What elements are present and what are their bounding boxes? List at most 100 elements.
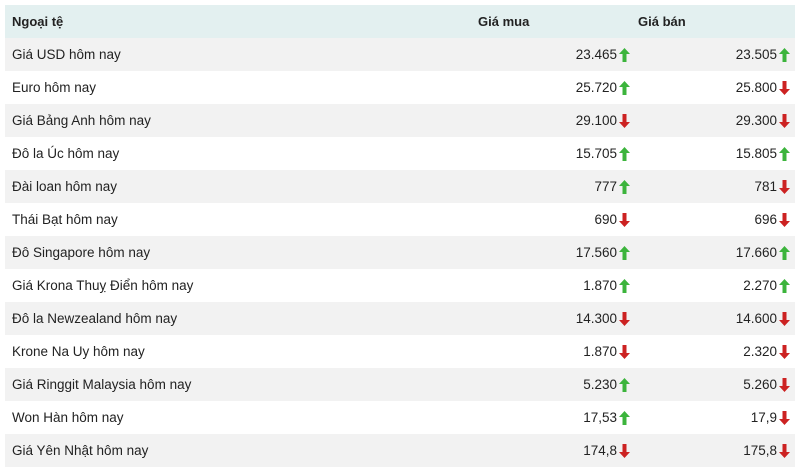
table-header: Ngoại tệ Giá mua Giá bán: [5, 5, 795, 38]
buy-value: 1.870: [583, 278, 617, 293]
sell-value: 29.300: [735, 113, 777, 128]
arrow-up-icon: [619, 47, 630, 62]
arrow-down-icon: [779, 311, 790, 326]
table-row: Đô la Úc hôm nay 15.705 15.805: [5, 137, 795, 170]
currency-name: Đô Singapore hôm nay: [12, 245, 151, 260]
buy-value: 14.300: [575, 311, 617, 326]
currency-name: Thái Bạt hôm nay: [12, 212, 118, 227]
arrow-down-icon: [779, 443, 790, 458]
currency-name: Krone Na Uy hôm nay: [12, 344, 145, 359]
arrow-down-icon: [779, 212, 790, 227]
sell-value: 14.600: [735, 311, 777, 326]
table-row: Giá Ringgit Malaysia hôm nay 5.230 5.260: [5, 368, 795, 401]
table-row: Krone Na Uy hôm nay 1.870 2.320: [5, 335, 795, 368]
currency-name: Giá USD hôm nay: [12, 47, 121, 62]
arrow-up-icon: [619, 80, 630, 95]
sell-price: 25.800: [736, 80, 790, 95]
arrow-up-icon: [619, 377, 630, 392]
header-sell: Giá bán: [638, 14, 686, 29]
table-row: Thái Bạt hôm nay 690 696: [5, 203, 795, 236]
arrow-down-icon: [619, 311, 630, 326]
buy-value: 17.560: [575, 245, 617, 260]
buy-price: 1.870: [583, 278, 630, 293]
currency-name: Won Hàn hôm nay: [12, 410, 124, 425]
arrow-down-icon: [619, 113, 630, 128]
buy-value: 15.705: [575, 146, 617, 161]
sell-value: 781: [754, 179, 777, 194]
arrow-up-icon: [619, 278, 630, 293]
sell-price: 14.600: [736, 311, 790, 326]
buy-value: 29.100: [575, 113, 617, 128]
sell-value: 5.260: [743, 377, 777, 392]
table-row: Đài loan hôm nay 777 781: [5, 170, 795, 203]
currency-name: Giá Ringgit Malaysia hôm nay: [12, 377, 192, 392]
buy-price: 23.465: [576, 47, 630, 62]
arrow-up-icon: [619, 245, 630, 260]
buy-price: 1.870: [583, 344, 630, 359]
buy-price: 17.560: [576, 245, 630, 260]
buy-value: 5.230: [583, 377, 617, 392]
buy-value: 174,8: [583, 443, 617, 458]
arrow-up-icon: [779, 47, 790, 62]
arrow-down-icon: [619, 212, 630, 227]
buy-value: 17,53: [583, 410, 617, 425]
buy-price: 29.100: [576, 113, 630, 128]
arrow-down-icon: [779, 113, 790, 128]
sell-price: 17,9: [751, 410, 790, 425]
currency-name: Đô la Newzealand hôm nay: [12, 311, 178, 326]
sell-price: 17.660: [736, 245, 790, 260]
arrow-up-icon: [619, 410, 630, 425]
table-row: Won Hàn hôm nay 17,53 17,9: [5, 401, 795, 434]
sell-price: 5.260: [743, 377, 790, 392]
currency-name: Giá Yên Nhật hôm nay: [12, 443, 149, 458]
buy-value: 1.870: [583, 344, 617, 359]
arrow-up-icon: [779, 245, 790, 260]
buy-value: 777: [594, 179, 617, 194]
buy-value: 690: [594, 212, 617, 227]
sell-value: 17,9: [750, 410, 777, 425]
sell-price: 15.805: [736, 146, 790, 161]
table-row: Đô Singapore hôm nay 17.560 17.660: [5, 236, 795, 269]
currency-name: Giá Bảng Anh hôm nay: [12, 113, 151, 128]
sell-value: 696: [754, 212, 777, 227]
arrow-down-icon: [779, 80, 790, 95]
sell-value: 17.660: [735, 245, 777, 260]
arrow-up-icon: [779, 278, 790, 293]
sell-value: 2.270: [743, 278, 777, 293]
arrow-down-icon: [779, 377, 790, 392]
arrow-up-icon: [619, 146, 630, 161]
arrow-up-icon: [779, 146, 790, 161]
sell-price: 696: [754, 212, 790, 227]
arrow-up-icon: [619, 179, 630, 194]
table-row: Giá Krona Thuỵ Điển hôm nay 1.870 2.270: [5, 269, 795, 302]
buy-price: 690: [594, 212, 630, 227]
table-row: Đô la Newzealand hôm nay 14.300 14.600: [5, 302, 795, 335]
currency-name: Euro hôm nay: [12, 80, 97, 95]
header-buy: Giá mua: [478, 14, 530, 29]
buy-value: 25.720: [575, 80, 617, 95]
exchange-rate-table: Ngoại tệ Giá mua Giá bán Giá USD hôm nay…: [5, 5, 795, 467]
arrow-down-icon: [779, 344, 790, 359]
sell-price: 175,8: [743, 443, 790, 458]
arrow-down-icon: [619, 443, 630, 458]
arrow-down-icon: [779, 410, 790, 425]
buy-price: 15.705: [576, 146, 630, 161]
arrow-down-icon: [779, 179, 790, 194]
buy-price: 17,53: [583, 410, 630, 425]
sell-value: 175,8: [743, 443, 777, 458]
buy-value: 23.465: [575, 47, 617, 62]
sell-price: 2.320: [743, 344, 790, 359]
buy-price: 5.230: [583, 377, 630, 392]
table-row: Giá Bảng Anh hôm nay 29.100 29.300: [5, 104, 795, 137]
header-currency: Ngoại tệ: [12, 14, 64, 29]
table-row: Euro hôm nay 25.720 25.800: [5, 71, 795, 104]
currency-name: Đài loan hôm nay: [12, 179, 118, 194]
sell-value: 15.805: [735, 146, 777, 161]
table-row: Giá Yên Nhật hôm nay 174,8 175,8: [5, 434, 795, 467]
sell-value: 2.320: [743, 344, 777, 359]
currency-name: Giá Krona Thuỵ Điển hôm nay: [12, 278, 194, 293]
buy-price: 174,8: [583, 443, 630, 458]
sell-value: 25.800: [735, 80, 777, 95]
arrow-down-icon: [619, 344, 630, 359]
buy-price: 14.300: [576, 311, 630, 326]
